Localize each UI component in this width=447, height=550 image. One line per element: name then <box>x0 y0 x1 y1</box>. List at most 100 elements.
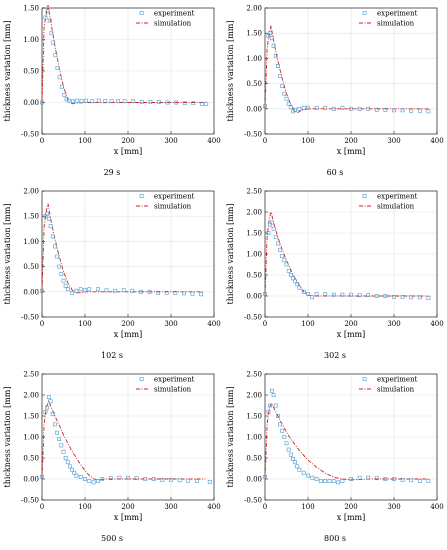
experiment-point <box>108 476 113 481</box>
experiment-point <box>301 105 306 110</box>
y-tick-label: 1.00 <box>246 434 262 442</box>
experiment-point <box>366 106 371 111</box>
legend-marker-experiment <box>362 377 367 381</box>
experiment-point <box>286 268 291 273</box>
experiment-point <box>349 292 353 297</box>
y-tick-label: 1.50 <box>246 230 262 238</box>
simulation-line <box>41 203 204 294</box>
legend-marker-experiment <box>362 11 367 15</box>
experiment-point <box>426 479 431 484</box>
experiment-point <box>336 480 341 485</box>
experiment-point <box>71 99 75 104</box>
experiment-point <box>280 428 285 433</box>
experiment-point <box>383 107 388 112</box>
experiment-point <box>306 473 310 478</box>
chart-panel: 0 100 200 300 400 -0.50 0.00 0.50 1.00 1.50 2.00 2.… <box>223 183 447 366</box>
experiment-point <box>366 293 371 298</box>
experiment-point <box>426 296 431 301</box>
experiment-point <box>383 477 388 481</box>
experiment-point <box>269 36 274 41</box>
experiment-point <box>156 290 161 295</box>
x-tick-label: 200 <box>121 320 134 328</box>
y-tick-label: 2.50 <box>23 371 39 379</box>
y-tick-label: 0.00 <box>23 288 39 296</box>
panel-caption: 302 s <box>324 351 346 360</box>
chart-panel: 0 100 200 300 400 -0.50 0.00 0.50 1.00 1.50 2.00 2.… <box>0 366 224 549</box>
experiment-point <box>314 292 319 296</box>
experiment-point <box>273 403 278 408</box>
experiment-point <box>59 443 64 448</box>
experiment-point <box>349 477 353 481</box>
experiment-point <box>74 288 79 293</box>
legend-label-experiment: experiment <box>154 193 195 201</box>
experiment-point <box>284 96 289 101</box>
experiment-point <box>374 107 379 112</box>
legend-label-experiment: experiment <box>377 10 418 18</box>
experiment-point <box>72 470 77 475</box>
x-tick-label: 300 <box>387 320 400 328</box>
experiment-point <box>314 105 319 110</box>
experiment-point <box>160 477 165 482</box>
y-tick-label: 0.00 <box>23 99 39 107</box>
x-tick-label: 300 <box>387 503 400 511</box>
experiment-point <box>45 405 50 410</box>
y-tick-label: -0.50 <box>21 497 39 505</box>
experiment-point <box>278 422 282 427</box>
simulation-line <box>264 25 429 114</box>
experiment-point <box>323 105 328 110</box>
experiment-point <box>340 479 345 484</box>
experiment-point <box>48 399 53 404</box>
y-tick-label: 2.00 <box>23 392 39 400</box>
y-tick-label: 0.50 <box>23 455 39 463</box>
chart-panel: 0 100 200 300 400 -0.50 0.00 0.50 1.00 1.50 2.00 2.… <box>223 366 447 549</box>
simulation-line <box>41 400 206 481</box>
y-tick-label: 1.00 <box>23 238 39 246</box>
experiment-point <box>306 105 310 110</box>
experiment-point <box>47 18 52 23</box>
chart-svg: 0 100 200 300 400 -0.50 0.00 0.50 1.00 1.50 2.00 x … <box>226 5 444 157</box>
experiment-point <box>45 211 50 216</box>
experiment-point <box>122 99 127 104</box>
simulation-line <box>264 210 429 297</box>
experiment-point <box>293 460 298 465</box>
experiment-point <box>297 467 302 472</box>
experiment-point <box>263 104 267 109</box>
legend-label-experiment: experiment <box>377 376 418 384</box>
experiment-point <box>301 289 306 294</box>
y-tick-label: 0.00 <box>246 476 262 484</box>
chart-svg: 0 100 200 300 400 -0.50 0.00 0.50 1.00 1.50 2.00 x … <box>3 188 221 340</box>
experiment-point <box>266 409 271 414</box>
experiment-point <box>143 477 148 481</box>
y-tick-label: -0.50 <box>244 131 262 139</box>
x-tick-label: 300 <box>164 320 177 328</box>
x-tick-label: 0 <box>40 137 44 145</box>
legend-label-simulation: simulation <box>154 386 192 394</box>
experiment-point <box>74 473 79 478</box>
x-tick-label: 0 <box>263 137 267 145</box>
experiment-point <box>383 294 388 298</box>
experiment-point <box>121 288 126 293</box>
experiment-point <box>48 224 53 229</box>
experiment-point <box>169 477 173 482</box>
experiment-point <box>151 477 156 481</box>
experiment-point <box>297 106 302 111</box>
experiment-point <box>293 107 298 112</box>
x-tick-label: 200 <box>344 320 357 328</box>
y-tick-label: 2.50 <box>246 188 262 196</box>
experiment-point <box>314 477 319 481</box>
experiment-point <box>68 464 72 469</box>
legend-label-simulation: simulation <box>154 203 192 211</box>
legend-marker-experiment <box>139 194 144 198</box>
y-tick-label: 1.50 <box>246 413 262 421</box>
panel-caption: 29 s <box>103 168 121 177</box>
experiment-point <box>392 108 396 113</box>
experiment-point <box>266 231 271 235</box>
experiment-point <box>284 262 289 267</box>
experiment-point <box>286 447 291 452</box>
experiment-point <box>87 287 92 292</box>
x-tick-label: 300 <box>164 503 177 511</box>
chart-panel: 0 100 200 300 400 -0.50 0.00 0.50 1.00 1.50 2.00 x … <box>223 0 447 183</box>
experiment-point <box>194 479 199 484</box>
y-tick-label: 0.50 <box>23 68 39 76</box>
